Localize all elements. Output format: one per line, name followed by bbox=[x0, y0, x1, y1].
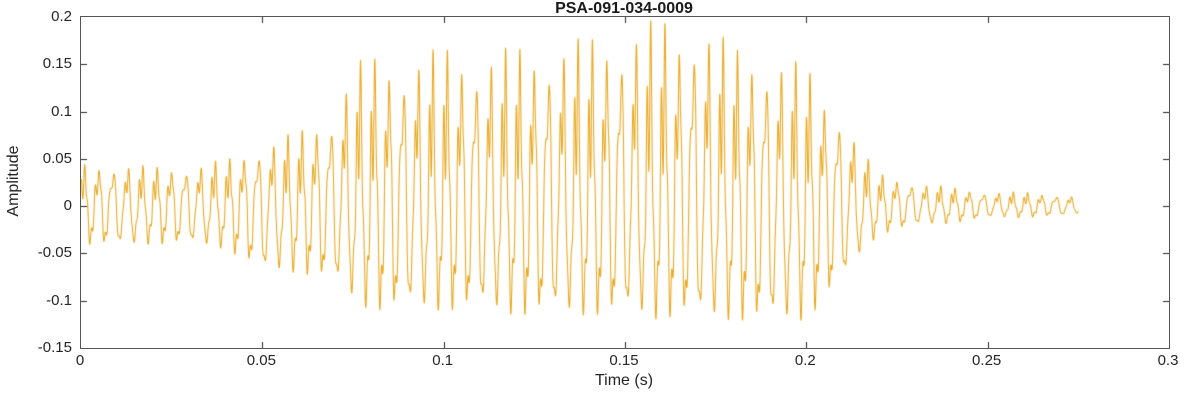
x-tick-label: 0.3 bbox=[1157, 352, 1179, 369]
y-tick-label: 0.1 bbox=[51, 102, 72, 120]
y-tick-label: 0.05 bbox=[42, 149, 72, 167]
waveform-canvas bbox=[81, 17, 1169, 348]
y-tick-label: -0.15 bbox=[37, 339, 72, 356]
plot-area bbox=[80, 16, 1170, 349]
y-tick-label: -0.1 bbox=[46, 291, 72, 309]
y-tick-label: 0.15 bbox=[42, 55, 72, 73]
x-tick-label: 0 bbox=[75, 352, 85, 369]
x-tick-label: 0.25 bbox=[972, 352, 1002, 369]
x-tick-label: 0.05 bbox=[246, 352, 276, 369]
y-tick-label: -0.05 bbox=[37, 244, 72, 262]
x-tick-label: 0.15 bbox=[609, 352, 639, 369]
y-tick-label: 0 bbox=[63, 197, 72, 215]
x-tick-label: 0.1 bbox=[432, 352, 454, 369]
y-tick-label: 0.2 bbox=[51, 8, 72, 25]
chart-title: PSA-091-034-0009 bbox=[555, 0, 693, 17]
x-tick-label: 0.2 bbox=[794, 352, 816, 369]
x-axis-label: Time (s) bbox=[594, 372, 654, 389]
